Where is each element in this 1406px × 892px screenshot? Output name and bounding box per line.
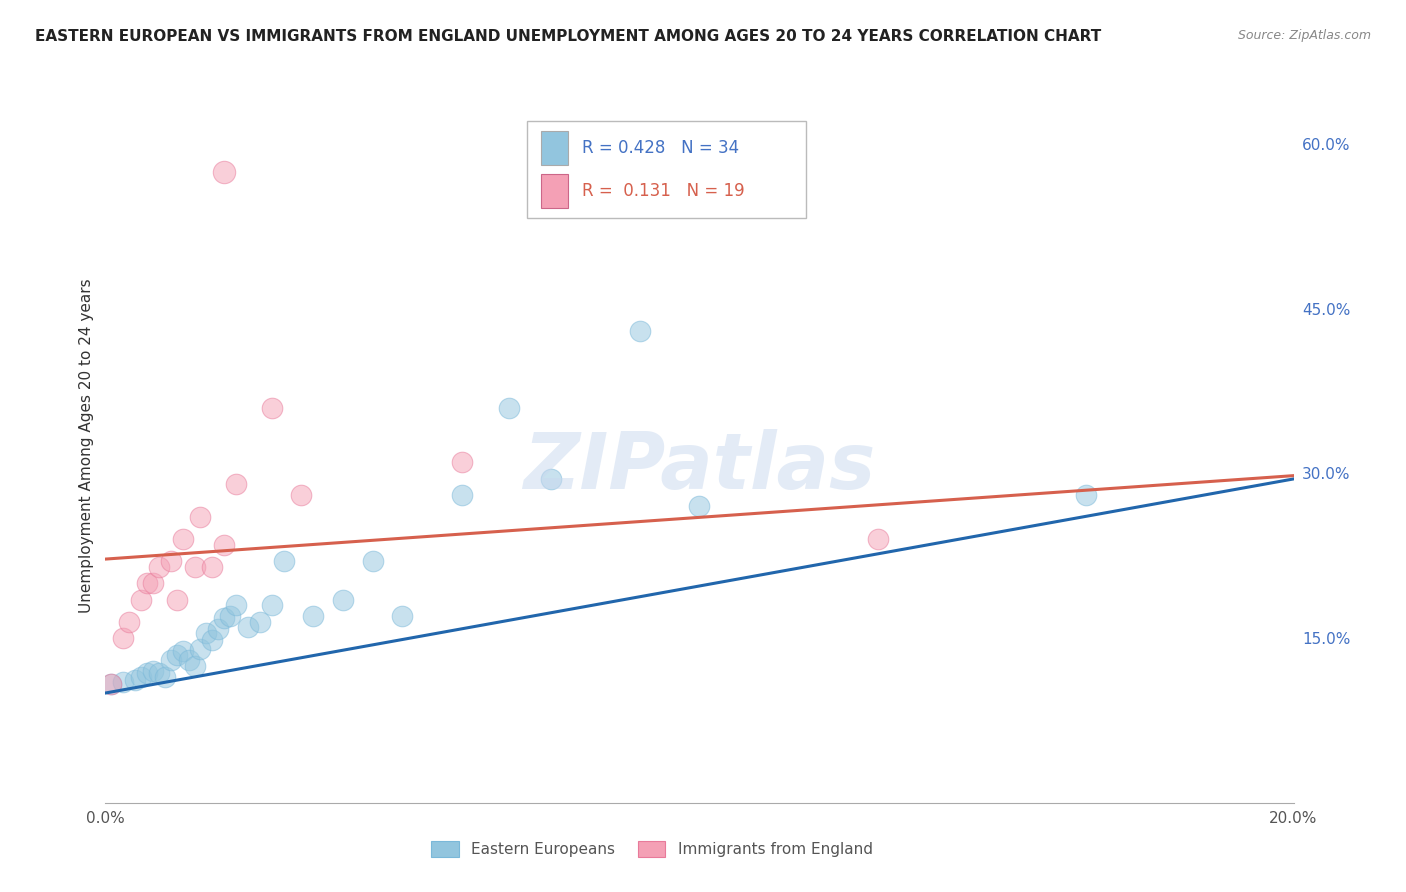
- Point: [172, 644, 194, 658]
- Point: [136, 576, 159, 591]
- Point: [290, 488, 312, 502]
- Point: [361, 554, 384, 568]
- Point: [136, 666, 159, 681]
- Point: [159, 554, 181, 568]
- Point: [260, 401, 283, 415]
- Point: [260, 598, 283, 612]
- Point: [118, 615, 141, 629]
- Point: [159, 653, 181, 667]
- Point: [190, 510, 212, 524]
- Point: [142, 664, 165, 678]
- Y-axis label: Unemployment Among Ages 20 to 24 years: Unemployment Among Ages 20 to 24 years: [79, 278, 94, 614]
- Point: [225, 598, 247, 612]
- Point: [201, 559, 224, 574]
- Point: [391, 609, 413, 624]
- Point: [183, 559, 205, 574]
- Point: [214, 164, 236, 178]
- Point: [225, 477, 247, 491]
- Point: [129, 592, 152, 607]
- Point: [219, 609, 242, 624]
- Point: [148, 666, 170, 681]
- Point: [332, 592, 354, 607]
- Point: [450, 455, 472, 469]
- Point: [166, 592, 188, 607]
- Text: R =  0.131   N = 19: R = 0.131 N = 19: [582, 182, 745, 200]
- Text: ZIPatlas: ZIPatlas: [523, 429, 876, 506]
- Point: [249, 615, 271, 629]
- Point: [866, 533, 889, 547]
- Point: [142, 576, 165, 591]
- Point: [236, 620, 259, 634]
- Point: [100, 677, 122, 691]
- Text: EASTERN EUROPEAN VS IMMIGRANTS FROM ENGLAND UNEMPLOYMENT AMONG AGES 20 TO 24 YEA: EASTERN EUROPEAN VS IMMIGRANTS FROM ENGL…: [35, 29, 1101, 44]
- Point: [207, 623, 229, 637]
- Point: [112, 631, 135, 645]
- Point: [172, 533, 194, 547]
- Point: [273, 554, 295, 568]
- Point: [112, 675, 135, 690]
- Point: [498, 401, 520, 415]
- Point: [195, 625, 218, 640]
- Point: [148, 559, 170, 574]
- Point: [166, 648, 188, 662]
- Bar: [541, 131, 568, 165]
- Point: [214, 611, 236, 625]
- FancyBboxPatch shape: [527, 121, 807, 218]
- Point: [201, 633, 224, 648]
- Point: [302, 609, 325, 624]
- Point: [450, 488, 472, 502]
- Point: [628, 324, 651, 338]
- Point: [1074, 488, 1097, 502]
- Point: [214, 538, 236, 552]
- Legend: Eastern Europeans, Immigrants from England: Eastern Europeans, Immigrants from Engla…: [425, 835, 879, 863]
- Point: [183, 658, 205, 673]
- Point: [177, 653, 200, 667]
- Point: [689, 500, 711, 514]
- Text: R = 0.428   N = 34: R = 0.428 N = 34: [582, 139, 740, 157]
- Point: [540, 472, 562, 486]
- Text: Source: ZipAtlas.com: Source: ZipAtlas.com: [1237, 29, 1371, 42]
- Point: [100, 677, 122, 691]
- Bar: [541, 174, 568, 208]
- Point: [153, 669, 176, 683]
- Point: [190, 642, 212, 657]
- Point: [129, 669, 152, 683]
- Point: [124, 673, 146, 687]
